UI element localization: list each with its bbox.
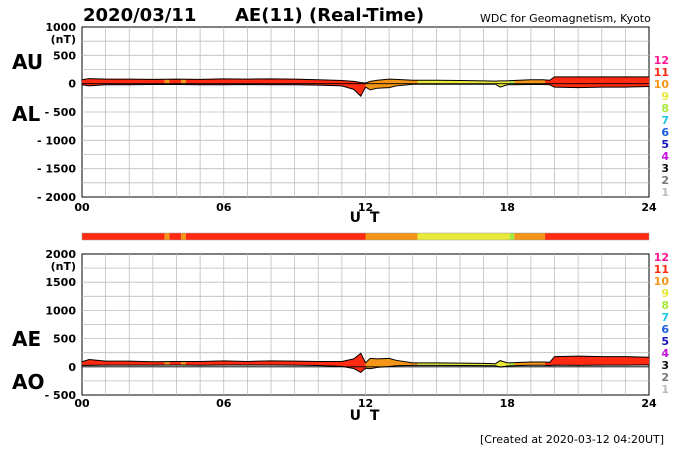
activity-band-level-11 bbox=[169, 361, 182, 366]
activity-band-level-10 bbox=[365, 79, 418, 90]
activity-level-label: 5 bbox=[661, 138, 669, 151]
activity-level-label: 8 bbox=[661, 299, 669, 312]
activity-level-label: 12 bbox=[654, 54, 669, 67]
activity-strip-segment-level-10 bbox=[365, 233, 418, 240]
x-axis-label: U T bbox=[350, 210, 382, 226]
y-tick-label: 0 bbox=[68, 361, 76, 374]
header-title: AE(11) (Real-Time) bbox=[235, 5, 424, 26]
y-tick-label: - 500 bbox=[45, 106, 77, 119]
y-tick-label: 1000 bbox=[45, 304, 76, 317]
activity-level-label: 10 bbox=[654, 78, 670, 91]
activity-strip-segment-level-11 bbox=[545, 233, 649, 240]
y-tick-label: 1000 bbox=[45, 21, 76, 34]
y-tick-label: - 1000 bbox=[37, 134, 76, 147]
activity-band-level-11 bbox=[545, 76, 649, 88]
activity-band-level-11 bbox=[169, 79, 182, 85]
x-tick-label: 24 bbox=[641, 201, 657, 214]
activity-level-label: 9 bbox=[661, 90, 669, 103]
activity-level-label: 10 bbox=[654, 275, 670, 288]
activity-strip-segment-level-11 bbox=[82, 233, 165, 240]
y-tick-label: - 1500 bbox=[37, 163, 76, 176]
activity-band-level-10 bbox=[365, 358, 418, 369]
activity-level-label: 2 bbox=[661, 371, 669, 384]
activity-strip-segment-level-11 bbox=[169, 233, 182, 240]
activity-band-level-11 bbox=[185, 78, 366, 97]
ae-label: AE bbox=[12, 327, 41, 351]
activity-level-label: 4 bbox=[661, 347, 669, 360]
y-tick-label: 2000 bbox=[45, 248, 76, 261]
y-tick-label: - 2000 bbox=[37, 191, 76, 204]
activity-level-label: 3 bbox=[661, 162, 669, 175]
activity-level-label: 11 bbox=[654, 66, 669, 79]
activity-strip-segment-level-8 bbox=[509, 233, 515, 240]
activity-strip-segment-level-10 bbox=[164, 233, 170, 240]
activity-level-label: 4 bbox=[661, 150, 669, 163]
header-date: 2020/03/11 bbox=[83, 5, 196, 26]
series-line-al bbox=[82, 83, 649, 97]
y-tick-label: 1500 bbox=[45, 276, 76, 289]
activity-level-label: 1 bbox=[661, 186, 669, 199]
x-axis-label: U T bbox=[350, 408, 382, 424]
x-tick-label: 06 bbox=[216, 397, 232, 410]
au-label: AU bbox=[12, 50, 43, 74]
x-tick-label: 12 bbox=[358, 397, 373, 410]
activity-band-level-11 bbox=[185, 353, 366, 373]
series-line-au bbox=[82, 76, 649, 84]
y-tick-label: 500 bbox=[53, 49, 76, 62]
activity-level-label: 1 bbox=[661, 383, 669, 396]
activity-level-label: 7 bbox=[661, 311, 669, 324]
x-tick-label: 18 bbox=[500, 201, 515, 214]
activity-strip-border bbox=[81, 232, 650, 241]
activity-strip-segment-level-11 bbox=[185, 233, 366, 240]
activity-level-label: 8 bbox=[661, 102, 669, 115]
activity-band-level-11 bbox=[545, 356, 649, 366]
activity-strip-segment-level-10 bbox=[181, 233, 186, 240]
x-tick-label: 18 bbox=[500, 397, 515, 410]
created-footer: [Created at 2020-03-12 04:20UT] bbox=[480, 433, 664, 446]
y-tick-label: 500 bbox=[53, 333, 76, 346]
activity-band-level-10 bbox=[181, 361, 186, 366]
activity-level-label: 11 bbox=[654, 263, 669, 276]
activity-level-label: 6 bbox=[661, 126, 669, 139]
activity-level-label: 3 bbox=[661, 359, 669, 372]
activity-band-level-8 bbox=[509, 362, 515, 366]
x-tick-label: 00 bbox=[74, 397, 90, 410]
y-tick-label: - 500 bbox=[45, 389, 77, 402]
activity-strip-segment-level-9 bbox=[417, 233, 510, 240]
series-line-ae bbox=[82, 352, 649, 365]
activity-strip bbox=[81, 232, 650, 241]
series-line-ao bbox=[82, 364, 649, 374]
activity-band-level-10 bbox=[164, 361, 170, 366]
y-unit-label: (nT) bbox=[51, 33, 76, 46]
ae-ao-panel: 2000 1500 1000 500 0 - 500 (nT) 00 06 12 18 24 U T bbox=[45, 248, 657, 424]
activity-band-level-10 bbox=[164, 79, 170, 85]
header-source: WDC for Geomagnetism, Kyoto bbox=[480, 12, 651, 25]
y-tick-label: 0 bbox=[68, 78, 76, 91]
activity-band-level-11 bbox=[82, 78, 165, 86]
x-tick-label: 00 bbox=[74, 201, 90, 214]
activity-level-label: 2 bbox=[661, 174, 669, 187]
x-tick-label: 12 bbox=[358, 201, 373, 214]
al-label: AL bbox=[12, 102, 40, 126]
activity-strip-segment-level-10 bbox=[514, 233, 546, 240]
y-unit-label: (nT) bbox=[51, 260, 76, 273]
x-tick-label: 24 bbox=[641, 397, 657, 410]
au-al-panel: 1000 500 0 - 500 - 1000 - 1500 - 2000 (nT) 00 06 1… bbox=[37, 21, 657, 226]
activity-level-label: 12 bbox=[654, 251, 669, 264]
activity-level-label: 7 bbox=[661, 114, 669, 127]
x-tick-label: 06 bbox=[216, 201, 232, 214]
ao-label: AO bbox=[12, 370, 44, 394]
activity-level-label: 6 bbox=[661, 323, 669, 336]
activity-level-label: 9 bbox=[661, 287, 669, 300]
activity-level-label: 5 bbox=[661, 335, 669, 348]
